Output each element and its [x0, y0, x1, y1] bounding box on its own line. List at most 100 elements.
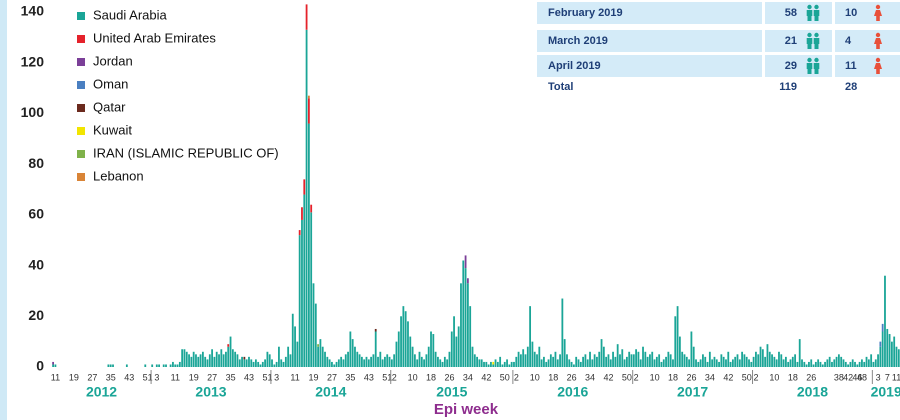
- bar: [190, 356, 193, 367]
- bar: [374, 328, 377, 332]
- bar: [748, 359, 750, 367]
- bar: [462, 260, 465, 367]
- bar: [549, 354, 552, 367]
- bar: [455, 336, 458, 367]
- row-bg: [537, 30, 762, 52]
- icon-legs: [876, 16, 880, 21]
- bar: [236, 354, 239, 367]
- bar: [257, 361, 260, 367]
- bar: [743, 354, 746, 367]
- bar: [842, 359, 845, 367]
- x-tick-label: 18: [788, 372, 798, 382]
- x-tick-label: 10: [530, 372, 540, 382]
- bar: [144, 364, 147, 367]
- icon-legs: [876, 44, 880, 49]
- bar: [409, 336, 412, 367]
- bar: [625, 356, 628, 367]
- bar: [206, 359, 209, 367]
- bar: [738, 359, 741, 367]
- x-tick-label: 11: [290, 372, 299, 382]
- bar: [324, 351, 326, 367]
- bar: [886, 328, 889, 367]
- bar: [722, 356, 725, 367]
- bar: [582, 356, 585, 367]
- bar: [718, 361, 720, 367]
- bar: [858, 361, 861, 367]
- bar: [593, 354, 596, 367]
- bar: [109, 364, 112, 367]
- icon-head: [814, 4, 819, 10]
- bar: [413, 354, 416, 367]
- legend-swatch: [77, 173, 85, 181]
- bar: [386, 354, 389, 367]
- bar: [192, 351, 195, 367]
- x-tick-label: 11: [892, 372, 900, 382]
- bar: [725, 359, 727, 367]
- bar: [600, 339, 603, 367]
- legend-label: Kuwait: [93, 122, 132, 137]
- icon-body: [874, 38, 882, 44]
- bar: [218, 354, 220, 367]
- bar: [635, 349, 638, 367]
- bar: [261, 361, 264, 367]
- year-label: 2014: [315, 384, 346, 400]
- bar: [706, 361, 709, 367]
- x-tick-label: 42: [603, 372, 613, 382]
- male-icon: [806, 4, 820, 21]
- legend-label: Saudi Arabia: [93, 7, 167, 22]
- bar: [821, 364, 824, 367]
- x-tick-label: 51: [262, 372, 272, 382]
- bar: [524, 354, 527, 367]
- bar: [443, 356, 446, 367]
- bar: [752, 356, 755, 367]
- bar: [112, 364, 114, 367]
- bar: [545, 361, 548, 367]
- icon-head: [875, 4, 881, 10]
- bar: [847, 364, 850, 367]
- bar: [639, 359, 642, 367]
- bar: [448, 351, 451, 367]
- total-male: 119: [779, 81, 797, 93]
- x-tick-label: 11: [171, 372, 180, 382]
- bar: [879, 341, 882, 347]
- female-icon: [874, 32, 882, 49]
- bar: [280, 359, 283, 367]
- bar: [227, 344, 230, 347]
- bar: [598, 351, 601, 367]
- bar: [402, 306, 405, 367]
- bar: [736, 354, 739, 367]
- x-tick-label: 43: [364, 372, 374, 382]
- bar: [575, 356, 578, 367]
- row-bg: [537, 55, 762, 77]
- bar: [596, 356, 598, 367]
- bar: [423, 359, 426, 367]
- bar: [662, 359, 665, 367]
- cell-bg: [765, 55, 832, 77]
- bar: [731, 359, 734, 367]
- icon-body: [813, 10, 820, 16]
- bar: [259, 364, 262, 367]
- bar: [328, 359, 331, 367]
- bar: [478, 359, 481, 367]
- bar: [591, 359, 594, 367]
- bar: [568, 359, 571, 367]
- bar: [865, 356, 868, 367]
- year-label: 2017: [677, 384, 708, 400]
- x-tick-label: 42: [481, 372, 491, 382]
- bar: [437, 356, 439, 367]
- bar: [810, 359, 813, 367]
- male-icon: [806, 57, 820, 74]
- icon-legs: [876, 69, 880, 74]
- bar: [874, 359, 877, 367]
- bar: [275, 361, 278, 367]
- bar: [494, 359, 497, 367]
- bar: [211, 349, 214, 367]
- bar: [559, 354, 561, 367]
- bar: [54, 364, 57, 367]
- bar: [637, 351, 640, 367]
- legend-swatch: [77, 35, 85, 43]
- bar: [533, 351, 536, 367]
- bar: [782, 359, 785, 367]
- y-tick-label: 40: [28, 256, 44, 272]
- y-tick-label: 140: [21, 3, 45, 19]
